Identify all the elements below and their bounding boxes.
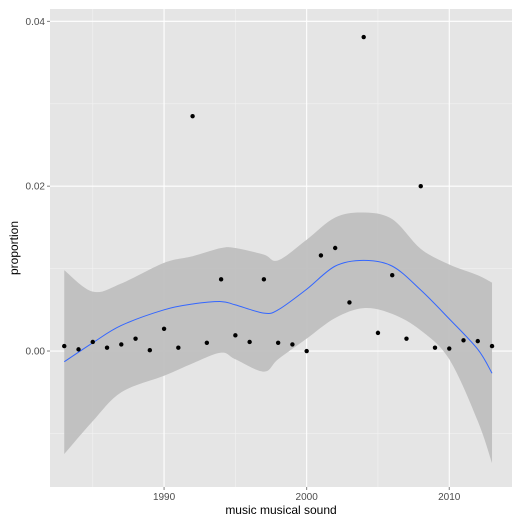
y-tick-label: 0.04: [26, 17, 46, 28]
confidence-band: [64, 212, 493, 464]
data-point: [404, 336, 409, 341]
data-point: [190, 113, 195, 119]
data-point: [461, 338, 466, 343]
smooth-trend-line: [63, 259, 493, 374]
x-axis-ticks: 1990 2000 2010: [153, 487, 461, 503]
data-point: [332, 245, 338, 251]
data-point: [275, 340, 281, 345]
data-point: [261, 277, 267, 282]
major-gridlines: [50, 9, 512, 487]
data-point: [90, 339, 95, 345]
data-point: [447, 346, 452, 351]
y-tick-label: 0.02: [26, 182, 46, 193]
plot-panel: [50, 9, 512, 487]
data-point: [161, 326, 167, 331]
data-point: [304, 348, 309, 354]
data-point: [204, 340, 210, 345]
confidence-ribbon: [64, 212, 493, 464]
data-points: [62, 34, 495, 354]
x-tick-label: 2000: [296, 492, 319, 503]
data-point: [347, 300, 352, 305]
data-point: [418, 183, 423, 189]
data-point: [361, 34, 366, 40]
data-point: [119, 342, 124, 347]
data-point: [318, 253, 324, 258]
data-point: [176, 345, 181, 350]
data-point: [147, 347, 153, 353]
y-tick-label: 0.00: [26, 347, 46, 358]
data-point: [104, 345, 110, 350]
data-point: [375, 330, 381, 336]
trend-line: [63, 259, 493, 374]
x-tick-label: 1990: [153, 492, 176, 503]
y-axis-title: proportion: [7, 221, 21, 275]
data-point: [432, 345, 438, 350]
x-axis-title: music musical sound: [225, 503, 336, 517]
data-point: [218, 277, 224, 282]
x-tick-label: 2010: [438, 492, 461, 503]
y-axis-ticks: 0.00 0.02 0.04: [26, 17, 50, 358]
data-point: [390, 272, 395, 278]
data-point: [76, 347, 81, 352]
data-point: [247, 339, 252, 345]
data-point: [133, 336, 138, 341]
data-point: [62, 343, 67, 349]
data-point: [489, 343, 495, 349]
data-point: [290, 342, 295, 347]
data-point: [233, 333, 238, 338]
data-point: [475, 338, 480, 344]
